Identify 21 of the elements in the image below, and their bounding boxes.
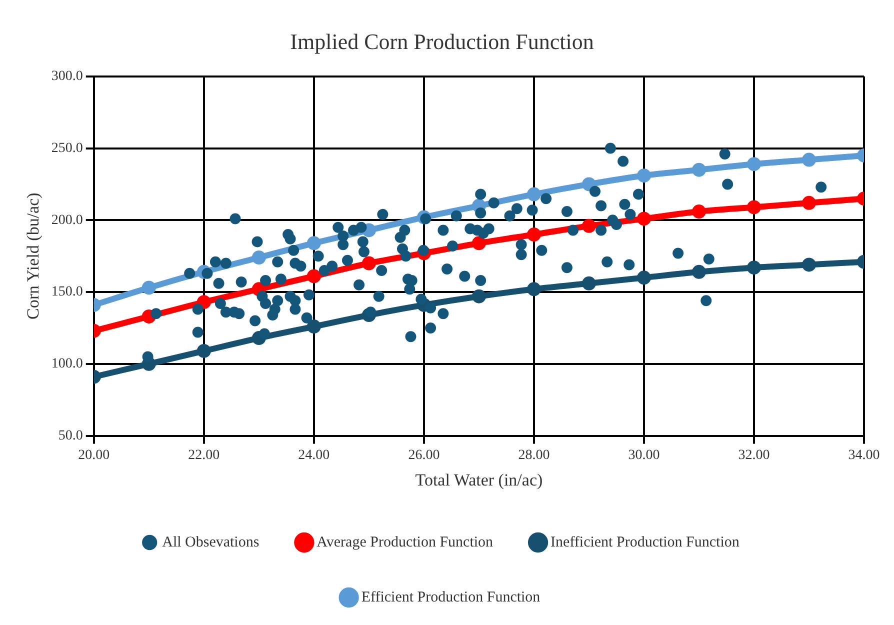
x-tick-label: 30.00 <box>628 448 660 463</box>
y-tick-label: 300.0 <box>51 69 83 84</box>
legend-label: All Obsevations <box>162 534 260 550</box>
y-tick-label: 100.0 <box>51 356 83 372</box>
y-tick-label: 50.0 <box>58 428 83 444</box>
legend-label: Average Production Function <box>316 534 494 550</box>
y-tick-label: 200.0 <box>51 212 83 228</box>
x-axis-title: Total Water (in/ac) <box>415 470 543 490</box>
x-tick-label: 26.00 <box>408 448 440 463</box>
legend-label: Inefficient Production Function <box>550 534 740 550</box>
x-tick-label: 34.00 <box>848 448 880 463</box>
x-tick-label: 32.00 <box>738 448 770 463</box>
legend-label: Efficient Production Function <box>361 589 541 606</box>
y-tick-label: 150.0 <box>51 284 83 300</box>
x-tick-label: 22.00 <box>188 448 220 463</box>
y-axis-title: Corn Yield (bu/ac) <box>24 192 43 320</box>
x-tick-label: 24.00 <box>298 448 330 463</box>
y-tick-label: 250.0 <box>51 140 83 156</box>
x-tick-label: 20.00 <box>78 448 110 463</box>
x-tick-label: 28.00 <box>518 448 550 463</box>
chart-title: Implied Corn Production Function <box>290 28 594 54</box>
